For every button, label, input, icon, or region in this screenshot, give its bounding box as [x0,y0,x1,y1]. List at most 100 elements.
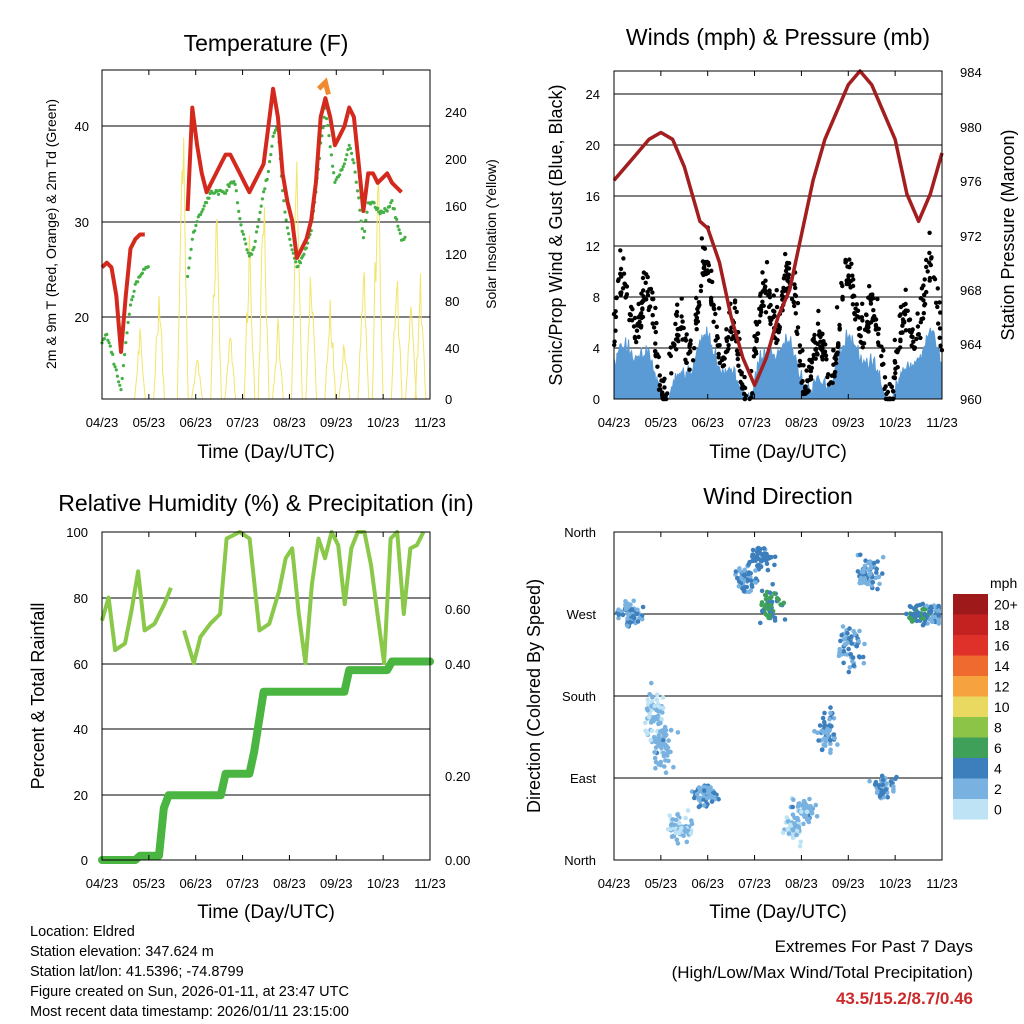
humidity-x-ticks: 04/23 05/23 06/23 07/23 08/23 09/23 10/23 11/23 [86,532,446,891]
dewpoint-point [325,117,329,121]
direction-point [914,603,920,608]
wind-gust-point [678,325,684,331]
direction-point [831,735,837,741]
wind-gust-point [708,295,714,301]
wind-gust-point [831,362,836,367]
station-location: Location: Eldred [30,924,135,940]
direction-point [663,770,669,775]
dewpoint-point [327,134,331,138]
wind-gust-point [850,273,855,278]
wind-gust-point [786,272,791,277]
wind-gust-point [811,339,817,344]
direction-point [657,705,663,710]
wind-series [611,69,945,402]
wind-gust-point [675,336,680,342]
direction-point [907,615,912,621]
direction-point [868,565,873,571]
wind-gust-point [927,250,932,256]
direction-point [877,581,882,587]
dewpoint-point [363,229,367,233]
solar-insolation-line [191,359,203,400]
direction-point [804,809,810,815]
wind-gust-point [816,308,821,314]
direction-point [841,648,847,654]
dewpoint-point [284,218,288,222]
pressure-y-tick-label: 984 [960,65,982,80]
wind-gust-point [915,311,920,316]
wind-y-tick-label: 8 [593,290,600,305]
wind-gust-point [868,298,873,303]
wind-gust-point [618,248,623,253]
dewpoint-point [385,209,389,213]
solar-y-tick-label: 200 [445,152,467,167]
dewpoint-point [113,365,117,369]
wind-gust-point [620,286,626,291]
dewpoint-point [241,232,245,236]
wind-gust-point [808,368,813,374]
wind-gust-point [726,343,731,348]
direction-point [785,826,791,832]
direction-point [697,795,703,801]
wind-gust-point [749,395,754,400]
wind-gust-point [735,356,740,362]
wind-gust-point [673,321,678,327]
direction-point [675,730,681,735]
wind-gust-point [740,382,745,387]
direction-point [709,794,715,800]
dewpoint-point [140,271,144,275]
direction-point [879,773,885,779]
wind-gust-point [792,282,797,287]
dewpoint-point [111,352,115,356]
wind-gust-point [816,332,822,338]
wind-gust-point [779,293,785,298]
direction-point [875,586,880,592]
wind-gust-point [933,300,939,305]
wind-gust-point [641,298,646,303]
wind-gust-point [687,367,692,372]
pressure-y-tick-label: 968 [960,283,982,298]
wind-gust-point [679,314,684,319]
dir-y-tick-label: North [564,525,596,540]
wind-gust-point [757,319,762,324]
dewpoint-point [270,144,274,148]
wind-gust-point [850,302,856,307]
wind-gust-point [927,230,932,235]
direction-point [924,603,929,609]
dewpoint-point [358,208,362,212]
wind-gust-point [640,307,645,312]
wind-gust-point [771,308,776,313]
wind-gust-point [922,292,927,297]
dewpoint-point [350,151,354,155]
dewpoint-point [346,148,350,152]
dewpoint-point [283,210,287,214]
wind-gust-point [614,295,619,300]
wind-gust-point [694,327,699,332]
wind-gust-point [832,355,837,361]
legend-swatch [953,717,988,738]
wind-gust-point [807,357,812,363]
extremes-subtitle: (High/Low/Max Wind/Total Precipitation) [671,963,973,982]
direction-point [874,570,879,575]
direction-point [625,616,630,621]
dewpoint-point [237,209,241,213]
direction-point [790,827,796,833]
solar-insolation-line [390,280,403,400]
x-tick-label: 09/23 [832,415,865,430]
direction-point [782,617,788,622]
wind-gust-point [653,341,658,346]
direction-point [660,695,666,700]
direction-point [796,803,802,808]
wind-gust-point [792,303,797,309]
wind-gust-point [802,385,808,390]
wind-gust-point [714,324,719,329]
wind-gust-point [739,372,744,377]
wind-gust-point [860,345,865,350]
wind-gust-point [793,285,798,291]
direction-point [767,595,773,601]
direction-point [685,808,691,813]
dewpoint-point [244,242,248,246]
direction-point [677,820,682,826]
direction-point [668,727,674,733]
dewpoint-point [364,218,368,222]
direction-point [827,728,832,733]
